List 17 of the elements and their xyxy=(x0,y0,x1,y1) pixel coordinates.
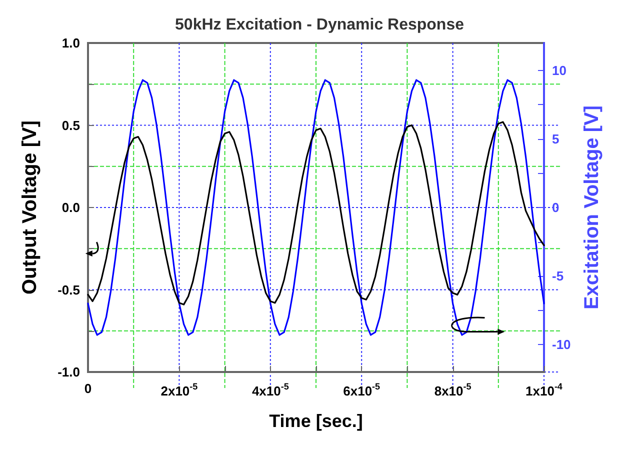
y2-tick-label: -5 xyxy=(552,268,564,284)
y-tick-label: 1.0 xyxy=(62,36,80,50)
y2-tick-label: 5 xyxy=(552,131,560,146)
chart-title: 50kHz Excitation - Dynamic Response xyxy=(175,16,464,34)
y2-axis-title: Excitation Voltage [V] xyxy=(581,105,603,310)
y-tick-label: -1.0 xyxy=(58,364,80,380)
y2-tick-label: -10 xyxy=(552,337,571,352)
line-series xyxy=(87,79,545,336)
y2-tick-label: 0 xyxy=(552,200,560,215)
y-axis-title: Output Voltage [V] xyxy=(19,120,41,295)
x-tick-label: 0 xyxy=(84,381,92,396)
y2-tick-label: 10 xyxy=(552,62,566,78)
y-tick-label: -0.5 xyxy=(58,282,80,298)
line-series xyxy=(87,121,545,306)
y-tick-label: 0.5 xyxy=(62,118,80,133)
y-tick-label: 0.0 xyxy=(62,200,80,215)
x-axis-title: Time [sec.] xyxy=(269,411,363,431)
